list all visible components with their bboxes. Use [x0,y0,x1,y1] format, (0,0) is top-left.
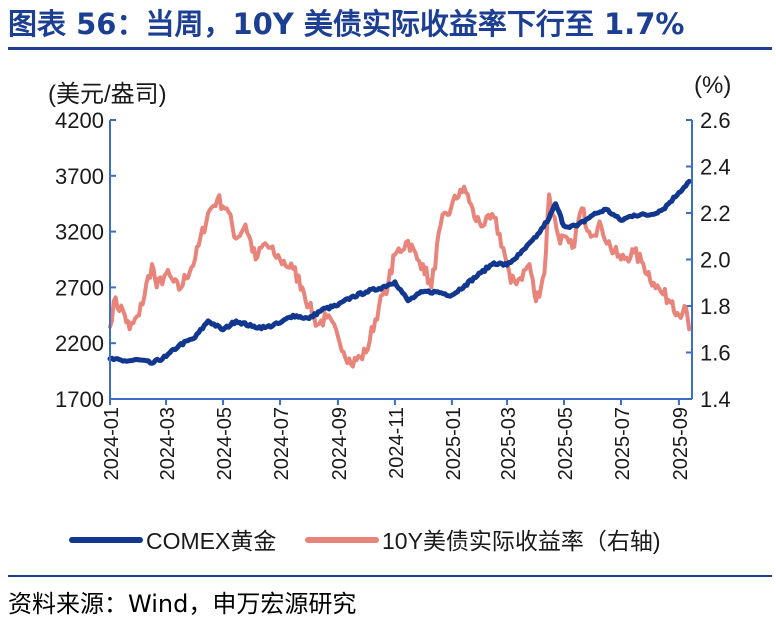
right-tick-label: 1.8 [700,294,731,319]
x-tick-label: 2025-03 [498,407,520,480]
figure-title: 图表 56：当周，10Y 美债实际收益率下行至 1.7% [8,7,685,41]
legend-gold-label: COMEX黄金 [146,528,276,554]
left-tick-label: 1700 [55,387,104,412]
x-tick-label: 2024-05 [214,407,236,480]
right-tick-label: 1.4 [700,387,731,412]
gold-series-line [107,178,692,366]
left-tick-label: 4200 [55,108,104,133]
right-axis-unit: (%) [694,72,731,99]
legend-yield-label: 10Y美债实际收益率（右轴) [382,528,661,554]
left-tick-label: 3700 [55,164,104,189]
x-tick-label: 2025-07 [612,407,634,480]
x-tick-label: 2024-09 [329,407,351,480]
x-tick-label: 2025-09 [670,407,692,480]
right-tick-label: 2.4 [700,155,731,180]
right-tick-label: 2.6 [700,108,731,133]
x-tick-label: 2025-05 [555,407,577,480]
legend: COMEX黄金 10Y美债实际收益率（右轴) [69,528,661,554]
left-axis-unit: (美元/盎司) [48,81,167,108]
left-axis-ticks: 4200 3700 3200 2700 2200 1700 [55,108,116,412]
right-axis-ticks: 2.6 2.4 2.2 2.0 1.8 1.6 1.4 [686,108,731,412]
x-tick-label: 2024-11 [386,407,408,479]
left-tick-label: 2200 [55,331,104,356]
series-layer [107,178,692,369]
title-rule [8,47,772,50]
right-tick-label: 2.0 [700,248,731,273]
x-tick-label: 2024-03 [157,407,179,480]
x-axis-ticks: 2024-01 2024-03 2024-05 2024-07 2024-09 2024-… [101,399,692,480]
x-tick-label: 2024-07 [271,407,293,480]
right-tick-label: 2.2 [700,201,731,226]
x-tick-label: 2025-01 [443,407,465,480]
source-note: 资料来源：Wind，申万宏源研究 [8,590,357,618]
left-tick-label: 2700 [55,275,104,300]
source-rule [8,575,772,577]
x-tick-label: 2024-01 [101,407,123,480]
left-tick-label: 3200 [55,220,104,245]
chart: (美元/盎司) (%) 4200 3700 3200 2700 2200 1700 2.6… [48,72,731,554]
right-tick-label: 1.6 [700,341,731,366]
yield-series-line [108,184,692,369]
